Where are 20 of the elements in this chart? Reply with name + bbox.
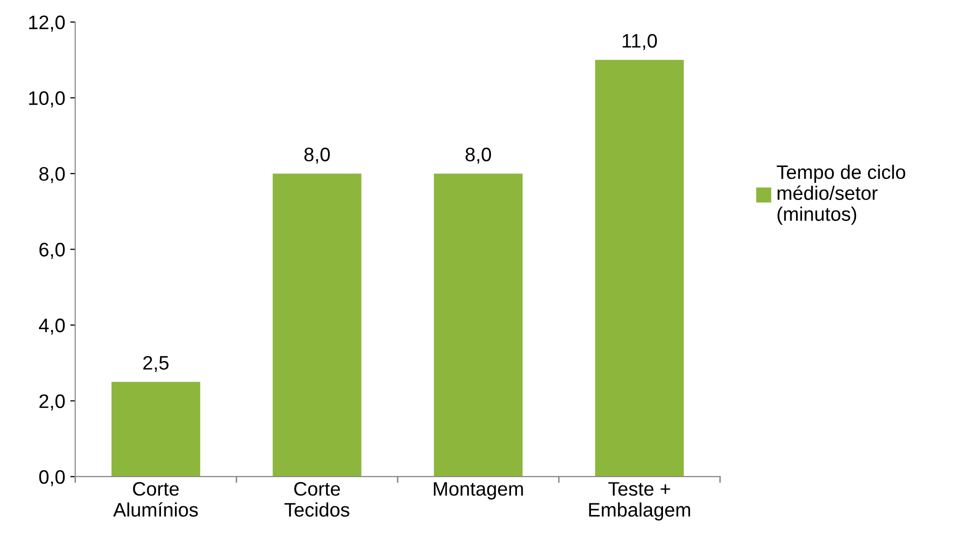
data-label: 8,0 [304,148,330,164]
y-tick-label: 8,0 [39,167,65,184]
data-label: 2,5 [143,356,169,372]
bar [595,60,684,477]
bar [112,382,200,477]
y-tick-label: 12,0 [29,16,65,32]
x-tick-label: Montagem [434,482,523,500]
data-label: 11,0 [622,34,657,50]
y-tick-label: 10,0 [29,91,65,108]
legend-label: Tempo de ciclo médio/setor (minutos) [776,164,906,225]
bar [272,174,362,477]
y-tick-label: 0,0 [39,470,65,486]
x-tick-label: Corte Tecidos [284,482,350,517]
x-tick-label: Corte Alumínios [113,482,198,517]
y-tick-label: 6,0 [39,242,65,259]
bar [434,174,523,477]
data-label: 8,0 [466,148,491,164]
y-tick-label: 2,0 [39,394,65,410]
x-tick-label: Teste + Embalagem [589,482,690,521]
y-tick-label: 4,0 [38,318,65,335]
